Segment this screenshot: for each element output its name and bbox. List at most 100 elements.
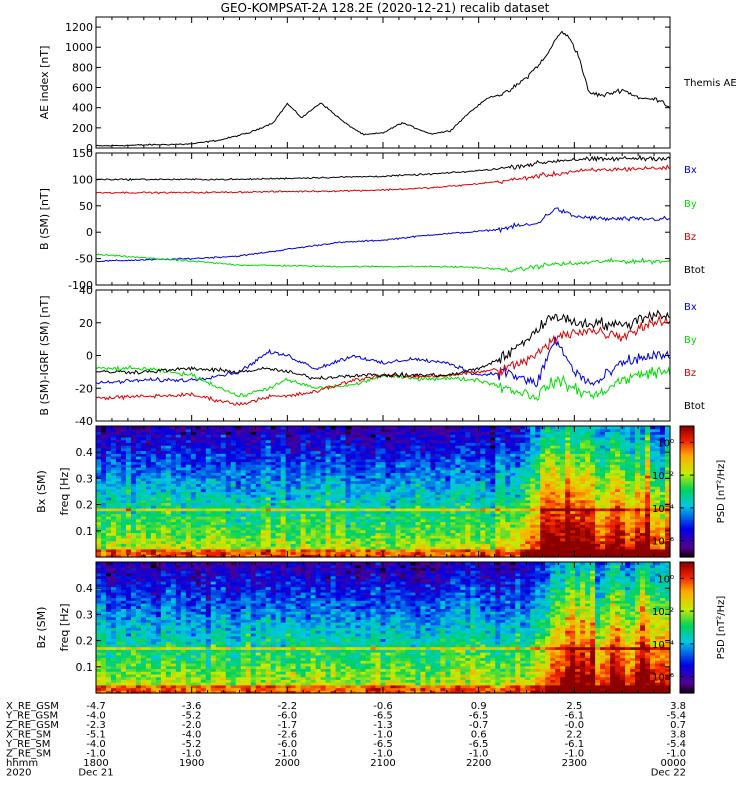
spectrogram-cell (245, 453, 252, 457)
spectrogram-cell (310, 488, 317, 493)
spectrogram-cell (215, 445, 222, 449)
spectrogram-cell (255, 436, 262, 441)
spectrogram-cell (350, 434, 357, 438)
spectrogram-cell (190, 535, 197, 539)
spectrogram-cell (115, 535, 122, 539)
spectrogram-cell (275, 434, 282, 438)
spectrogram-cell (315, 450, 322, 454)
spectrogram-cell (320, 554, 327, 558)
spectrogram-cell (315, 426, 322, 430)
spectrogram-cell (130, 450, 137, 454)
spectrogram-cell (260, 546, 267, 550)
spectrogram-cell (205, 537, 212, 542)
spectrogram-cell (270, 458, 277, 463)
spectrogram-cell (220, 529, 227, 534)
spectrogram-cell (170, 521, 177, 525)
spectrogram-cell (210, 546, 217, 550)
spectrogram-cell (345, 491, 352, 495)
spectrogram-cell (145, 483, 152, 487)
spectrogram-cell (155, 475, 162, 479)
spectrogram-cell (290, 461, 297, 465)
spectrogram-cell (150, 537, 157, 542)
spectrogram-cell (310, 494, 317, 498)
spectrogram-cell (265, 496, 272, 501)
spectrogram-cell (105, 436, 112, 441)
spectrogram-cell (155, 551, 162, 555)
spectrogram-cell (180, 469, 187, 473)
spectrogram-cell (245, 426, 252, 430)
spectrogram-cell (310, 475, 317, 479)
spectrogram-cell (265, 447, 272, 452)
spectrogram-cell (265, 548, 272, 553)
spectrogram-cell (300, 546, 307, 550)
spectrogram-cell (155, 447, 162, 452)
spectrogram-cell (110, 486, 117, 490)
spectrogram-cell (155, 521, 162, 525)
spectrogram-cell (140, 477, 147, 482)
spectrogram-cell (160, 499, 167, 504)
spectrogram-cell (210, 513, 217, 517)
spectrogram-cell (195, 496, 202, 501)
spectrogram-cell (275, 516, 282, 520)
spectrogram-cell (270, 434, 277, 438)
spectrogram-cell (285, 507, 292, 512)
spectrogram-cell (135, 554, 142, 558)
spectrogram-cell (105, 439, 112, 443)
spectrogram-cell (130, 513, 137, 517)
spectrogram-cell (275, 548, 282, 553)
spectrogram-cell (255, 480, 262, 484)
spectrogram-cell (300, 434, 307, 438)
spectrogram-cell (170, 535, 177, 539)
spectrogram-cell (175, 529, 182, 534)
spectrogram-cell (310, 447, 317, 452)
spectrogram-cell (165, 499, 172, 504)
spectrogram-cell (105, 456, 112, 460)
spectrogram-cell (185, 475, 192, 479)
spectrogram-cell (225, 458, 232, 463)
spectrogram-cell (220, 488, 227, 493)
spectrogram-cell (215, 537, 222, 542)
spectrogram-cell (350, 529, 357, 534)
spectrogram-cell (100, 431, 107, 435)
spectrogram-cell (300, 431, 307, 435)
spectrogram-cell (145, 548, 152, 553)
spectrogram-cell (185, 439, 192, 443)
spectrogram-cell (340, 537, 347, 542)
spectrogram-cell (290, 464, 297, 468)
spectrogram-cell (200, 537, 207, 542)
spectrogram-cell (260, 532, 267, 536)
spectrogram-cell (230, 499, 237, 504)
spectrogram-cell (260, 548, 267, 553)
spectrogram-cell (345, 518, 352, 523)
spectrogram-cell (165, 434, 172, 438)
spectrogram-cell (205, 458, 212, 463)
spectrogram-cell (330, 494, 337, 498)
spectrogram-cell (190, 537, 197, 542)
spectrogram-cell (180, 458, 187, 463)
spectrogram-cell (140, 464, 147, 468)
spectrogram-cell (240, 546, 247, 550)
spectrogram-cell (150, 521, 157, 525)
spectrogram-cell (260, 510, 267, 514)
spectrogram-cell (225, 551, 232, 555)
spectrogram-cell (250, 464, 257, 468)
spectrogram-cell (310, 516, 317, 520)
spectrogram-cell (225, 450, 232, 454)
spectrogram-cell (250, 488, 257, 493)
spectrogram-cell (335, 442, 342, 446)
spectrogram-cell (140, 428, 147, 433)
spectrogram-cell (115, 554, 122, 558)
spectrogram-cell (205, 543, 212, 547)
spectrogram-cell (215, 453, 222, 457)
spectrogram-cell (120, 439, 127, 443)
spectrogram-cell (335, 439, 342, 443)
spectrogram-cell (190, 486, 197, 490)
spectrogram-cell (180, 461, 187, 465)
spectrogram-cell (300, 502, 307, 506)
spectrogram-cell (125, 526, 132, 531)
spectrogram-cell (315, 464, 322, 468)
spectrogram-cell (150, 469, 157, 473)
spectrogram-cell (185, 502, 192, 506)
spectrogram-cell (275, 431, 282, 435)
spectrogram-cell (250, 499, 257, 504)
